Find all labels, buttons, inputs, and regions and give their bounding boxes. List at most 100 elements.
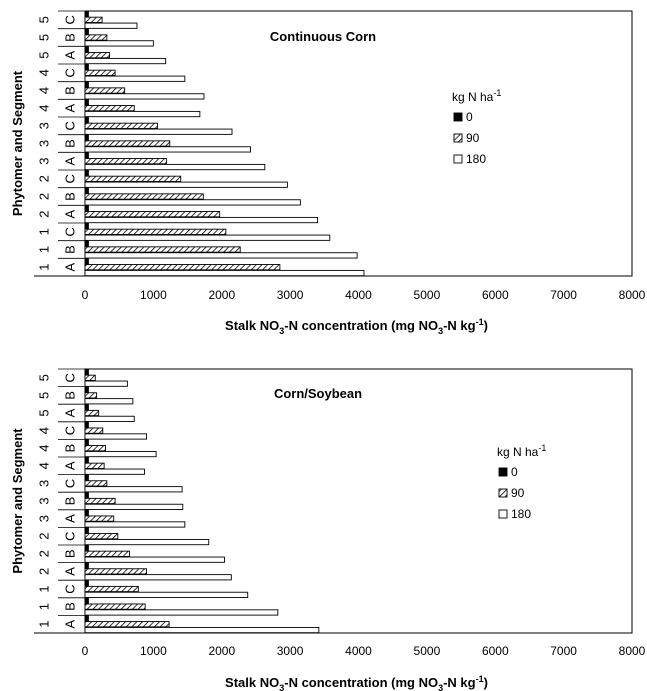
x-tick-label: 0 [82,288,89,302]
segment-label: B [63,139,78,148]
bar-solid [84,421,89,428]
bar-hatched [84,515,115,522]
phytomer-label: 4 [37,87,52,94]
bar-hatched [84,409,100,417]
segment-label: A [63,157,78,166]
legend-swatch-open [498,509,508,519]
x-tick-label: 3000 [277,288,304,302]
legend: kg N ha-1 0 90 180 [452,88,501,166]
x-tick-label: 8000 [619,644,646,658]
segment-label: C [63,532,78,541]
bar-hatched [84,427,104,434]
phytomer-label: 4 [37,69,52,76]
bar-open [84,128,233,135]
bar-solid [84,240,89,247]
legend-label: 90 [511,486,525,500]
bar-solid [84,205,89,212]
segment-label: B [63,192,78,201]
bar-solid [84,527,89,534]
bar-solid [84,562,89,569]
bar-solid [84,63,89,71]
bar-solid [84,187,89,194]
segment-label: C [63,584,78,593]
segment-label: C [63,479,78,488]
segment-label: C [63,373,78,382]
bar-hatched [84,568,147,575]
bar-solid [84,81,89,88]
segment-label: A [63,210,78,219]
x-tick-label: 4000 [345,288,372,302]
legend-label: 180 [466,152,486,166]
bar-solid [84,134,89,141]
phytomer-label: 1 [37,585,52,592]
bar-open [84,40,154,47]
bar-open [84,269,365,277]
bar-solid [84,509,89,516]
bar-open [84,22,138,29]
bar-open [84,163,266,171]
chart-title: Corn/Soybean [274,386,362,401]
phytomer-label: 4 [37,105,52,112]
x-tick-label: 5000 [414,288,441,302]
phytomer-label: 2 [37,533,52,540]
legend-label: 90 [466,131,480,145]
x-tick-label: 6000 [482,644,509,658]
bar-open [84,57,167,65]
phytomer-label: 5 [37,392,52,399]
phytomer-label: 3 [37,480,52,487]
bar-solid [84,28,89,35]
bar-hatched [84,34,108,41]
x-tick-label: 1000 [140,288,167,302]
x-tick-label: 3000 [277,644,304,658]
chart-panel-1: 1 A 1 B 1 C 2 A 2 B 2 C 3 A 3 B 3 C 4 A 4 B 4 C 5 A 5 B 5 C 0 1000 2000 3… [10,10,646,336]
phytomer-label: 3 [37,497,52,504]
bar-hatched [84,211,221,218]
x-tick-label: 8000 [619,288,646,302]
x-tick-label: 7000 [550,644,577,658]
phytomer-label: 4 [37,427,52,434]
phytomer-label: 3 [37,515,52,522]
bar-open [84,468,145,475]
bar-open [84,181,288,188]
y-axis-label: Phytomer and Segment [10,428,25,574]
bar-solid [84,258,89,265]
phytomer-label: 5 [37,16,52,23]
phytomer-label: 3 [37,122,52,129]
phytomer-label: 4 [37,462,52,469]
phytomer-label: 5 [37,409,52,416]
phytomer-label: 4 [37,445,52,452]
bar-solid [84,169,89,177]
legend-title: kg N ha-1 [452,88,501,104]
x-axis-label: Stalk NO3-N concentration (mg NO3-N kg-1… [225,674,488,691]
bar-open [84,521,186,528]
segment-label: C [63,15,78,24]
bar-solid [84,46,89,53]
segment-label: C [63,121,78,130]
x-tick-label: 2000 [208,644,235,658]
segment-label: B [63,444,78,453]
x-tick-label: 6000 [482,288,509,302]
phytomer-label: 2 [37,175,52,182]
bar-hatched [84,87,126,94]
bar-open [84,574,232,581]
phytomer-label: 2 [37,211,52,218]
phytomer-label: 2 [37,568,52,575]
legend: kg N ha-1 0 90 180 [497,443,546,521]
segment-label: B [63,33,78,42]
bar-hatched [84,158,167,165]
phytomer-label: 1 [37,621,52,628]
segment-label: C [63,426,78,435]
segment-label: B [63,245,78,254]
bar-hatched [84,585,139,593]
bar-solid [84,116,89,124]
legend-swatch-solid [498,467,508,477]
phytomer-label: 2 [37,550,52,557]
bar-hatched [84,105,135,112]
legend-label: 0 [511,465,518,479]
segment-label: B [63,497,78,506]
bar-solid [84,492,89,499]
segment-label: B [63,86,78,95]
bar-hatched [84,264,281,271]
segment-label: B [63,549,78,558]
